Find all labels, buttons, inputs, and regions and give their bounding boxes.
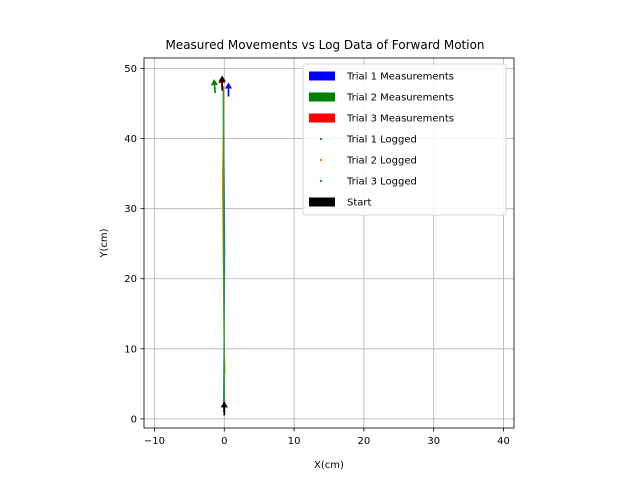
axis-ticks: −10 0 10 20 30 40 0 10 20 30 40 50: [124, 64, 510, 447]
y-axis-label: Y(cm): [99, 228, 110, 258]
start-arrow: [220, 401, 228, 416]
x-tick-label: 40: [497, 436, 510, 447]
legend-marker: [309, 71, 335, 81]
y-tick-label: 50: [124, 64, 137, 75]
legend-label: Trial 3 Logged: [346, 177, 417, 188]
legend-label: Trial 1 Logged: [346, 135, 417, 146]
x-tick-label: −10: [144, 436, 165, 447]
start-arrow: [218, 75, 226, 90]
legend-label: Trial 1 Measurements: [346, 72, 454, 83]
legend-marker: [309, 113, 335, 123]
legend-label: Trial 2 Measurements: [346, 93, 454, 104]
x-tick-label: 0: [221, 436, 227, 447]
legend-box: [302, 63, 507, 216]
trial-1-measurements-arrow: [224, 82, 233, 97]
plot-data: [210, 75, 233, 416]
legend-marker: [309, 92, 335, 102]
y-tick-label: 40: [124, 134, 137, 145]
plot-frame: [143, 57, 515, 429]
trial-2-measurements-arrow: [210, 79, 219, 94]
chart-title: Measured Movements vs Log Data of Forwar…: [165, 38, 484, 52]
legend: Trial 1 Measurements Trial 2 Measurements…: [302, 63, 507, 216]
trial-3-logged-line: [222, 86, 226, 416]
y-tick-label: 20: [124, 274, 137, 285]
y-tick-label: 10: [124, 344, 137, 355]
y-tick-label: 30: [124, 204, 137, 215]
legend-marker: [319, 179, 323, 183]
x-tick-label: 10: [288, 436, 301, 447]
legend-marker: [319, 158, 323, 162]
legend-marker: [309, 197, 335, 207]
legend-label: Trial 3 Measurements: [346, 114, 454, 125]
y-tick-label: 0: [131, 414, 137, 425]
x-tick-label: 30: [427, 436, 440, 447]
x-tick-label: 20: [358, 436, 371, 447]
x-axis-label: X(cm): [314, 460, 344, 471]
legend-label: Trial 2 Logged: [346, 156, 417, 167]
legend-marker: [319, 137, 323, 141]
legend-label: Start: [347, 198, 372, 209]
